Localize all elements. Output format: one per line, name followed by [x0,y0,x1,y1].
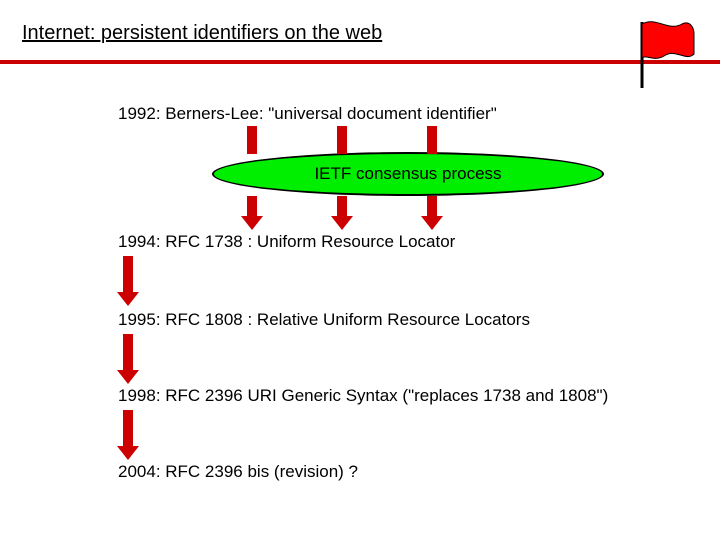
timeline-1992: 1992: Berners-Lee: "universal document i… [118,104,497,124]
arrows-left-group [0,0,720,540]
ietf-consensus-ellipse: IETF consensus process [212,152,604,196]
title-underline-bar [0,60,720,64]
timeline-1994: 1994: RFC 1738 : Uniform Resource Locato… [118,232,455,252]
slide-title: Internet: persistent identifiers on the … [22,22,382,45]
timeline-2004: 2004: RFC 2396 bis (revision) ? [118,462,358,482]
flag-icon [636,18,706,90]
arrows-top-group [0,0,720,540]
timeline-1995: 1995: RFC 1808 : Relative Uniform Resour… [118,310,530,330]
ellipse-label: IETF consensus process [314,164,501,184]
timeline-1998: 1998: RFC 2396 URI Generic Syntax ("repl… [118,386,608,406]
